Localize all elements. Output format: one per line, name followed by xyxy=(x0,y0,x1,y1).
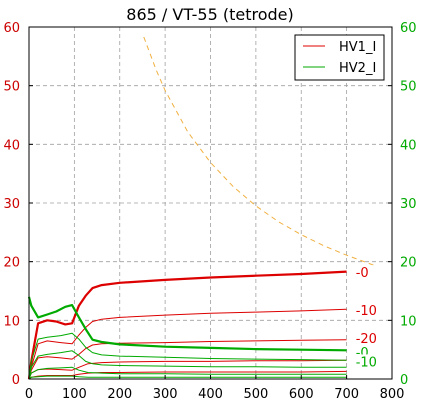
chart-title: 865 / VT-55 (tetrode) xyxy=(126,5,293,24)
x-tick-label-6: 600 xyxy=(289,387,314,402)
series-group xyxy=(27,270,347,380)
x-tick-label-4: 400 xyxy=(198,387,223,402)
y-tick-label-5: 50 xyxy=(3,80,20,95)
y2-tick-label-2: 20 xyxy=(400,256,417,271)
x-tick-label-1: 100 xyxy=(62,387,87,402)
hv2-curve-5 xyxy=(27,296,347,352)
legend-label-hv2: HV2_I xyxy=(339,61,376,76)
x-tick-label-8: 800 xyxy=(380,387,405,402)
y-tick-label-4: 40 xyxy=(3,138,20,153)
hv1-curve-2 xyxy=(28,339,347,380)
power-limit-curve xyxy=(143,36,374,266)
legend: HV1_I HV2_I xyxy=(294,34,385,81)
x-axis-ticks: 0 100 200 300 400 500 600 700 800 xyxy=(25,375,405,402)
y-tick-label-2: 20 xyxy=(3,256,20,271)
hv1-curve-1 xyxy=(28,308,347,380)
x-tick-label-3: 300 xyxy=(153,387,178,402)
hv1-curve-4 xyxy=(28,370,347,380)
hv2-curve-6 xyxy=(28,332,347,380)
legend-box xyxy=(294,34,385,81)
curve-labels: -0-10-20-0-10 xyxy=(353,265,384,370)
x-tick-label-2: 200 xyxy=(107,387,132,402)
y2-tick-label-1: 10 xyxy=(400,314,417,329)
x-tick-label-0: 0 xyxy=(25,387,33,402)
y-tick-label-1: 10 xyxy=(3,314,20,329)
y2-axis-ticks: 0 10 20 30 40 50 60 xyxy=(388,21,417,388)
y2-tick-label-3: 30 xyxy=(400,197,417,212)
curve-label-4: -10 xyxy=(356,355,377,370)
power-limit-line xyxy=(143,36,374,266)
hv2-curve-9 xyxy=(28,375,347,380)
curve-label-bg-0 xyxy=(353,265,384,281)
y2-tick-label-0: 0 xyxy=(400,373,408,388)
y-tick-label-0: 0 xyxy=(12,373,20,388)
y-tick-label-6: 60 xyxy=(3,21,20,36)
curve-label-1: -10 xyxy=(356,304,377,319)
curve-label-bg-2 xyxy=(353,330,384,346)
y2-tick-label-6: 60 xyxy=(400,21,417,36)
hv2-curve-8 xyxy=(28,366,347,380)
curve-label-2: -20 xyxy=(356,332,377,347)
y-tick-label-3: 30 xyxy=(3,197,20,212)
hv2-curve-7 xyxy=(28,350,347,380)
x-tick-label-7: 700 xyxy=(334,387,359,402)
y-axis-ticks: 0 10 20 30 40 50 60 xyxy=(3,21,33,388)
y2-tick-label-5: 50 xyxy=(400,80,417,95)
curve-label-0: -0 xyxy=(356,266,369,281)
legend-label-hv1: HV1_I xyxy=(339,40,376,55)
y2-tick-label-4: 40 xyxy=(400,138,417,153)
x-tick-label-5: 500 xyxy=(243,387,268,402)
hv1-curve-0 xyxy=(27,270,347,380)
curve-label-bg-1 xyxy=(353,302,384,318)
curve-label-bg-4 xyxy=(353,354,384,370)
grid xyxy=(29,27,392,379)
